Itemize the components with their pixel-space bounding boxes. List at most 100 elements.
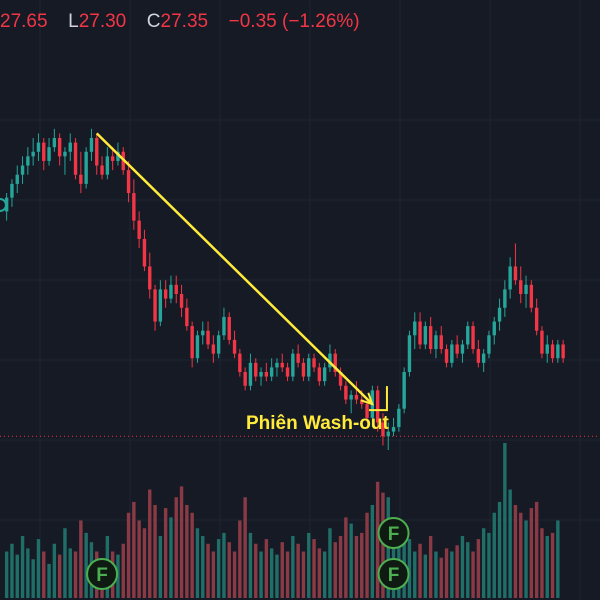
candle	[524, 284, 528, 294]
candle	[333, 353, 337, 372]
candle	[185, 307, 189, 327]
candle	[519, 280, 523, 294]
candle	[126, 170, 131, 194]
candle	[561, 344, 565, 359]
candle	[444, 349, 449, 363]
trend-end-marker	[368, 386, 388, 412]
candle	[529, 284, 534, 308]
candle	[460, 344, 465, 354]
candle	[487, 335, 491, 354]
volume-bar	[84, 532, 88, 598]
low-key: L	[68, 11, 79, 32]
candle	[169, 284, 173, 299]
volume-bar	[142, 528, 147, 598]
candle	[73, 142, 78, 175]
candle	[264, 372, 269, 377]
candle	[163, 289, 168, 299]
candle	[20, 165, 25, 175]
event-marker-label: F	[388, 565, 400, 586]
candle	[222, 316, 226, 336]
candle	[381, 422, 385, 437]
candle	[153, 289, 157, 322]
volume-bar	[455, 545, 459, 598]
candle	[105, 156, 110, 175]
candle	[137, 220, 141, 239]
candle	[328, 353, 332, 368]
open-value: 27.65	[0, 11, 48, 32]
candle	[386, 431, 390, 437]
volume-bar	[269, 548, 274, 598]
candle	[402, 372, 406, 409]
candle	[301, 362, 306, 377]
volume-bar	[556, 520, 560, 598]
candle	[100, 165, 104, 175]
candle	[116, 151, 120, 161]
volume-bar	[20, 536, 25, 598]
candle	[47, 147, 51, 161]
candle	[312, 358, 316, 368]
candle	[238, 353, 242, 372]
volume-bar	[216, 539, 221, 598]
volume-bar	[407, 539, 412, 598]
volume-bar	[434, 551, 438, 598]
volume-bar	[201, 536, 205, 598]
volume-bar	[4, 551, 9, 598]
candle	[31, 151, 35, 157]
volume-bar	[312, 539, 316, 598]
candle	[148, 266, 152, 290]
volume-bar	[492, 512, 496, 598]
volume-bar	[413, 551, 417, 598]
volume-bar	[73, 551, 78, 598]
candle	[513, 266, 518, 281]
volume-bar	[163, 508, 168, 598]
volume-bar	[529, 508, 534, 598]
volume-bar	[418, 543, 422, 598]
volume-bar	[428, 536, 433, 598]
volume-bar	[190, 512, 194, 598]
wash-out-label: Phiên Wash-out	[246, 413, 390, 434]
volume-bar	[540, 528, 544, 598]
volume-bar	[174, 497, 178, 598]
volume-bar	[439, 557, 443, 598]
volume-bar	[322, 551, 327, 598]
candle	[63, 151, 67, 157]
volume-bar	[36, 539, 41, 598]
candle	[285, 367, 290, 377]
volume-bar	[47, 563, 51, 598]
candle	[15, 174, 19, 184]
volume-bar	[148, 489, 152, 598]
volume-bar	[333, 542, 337, 598]
volume-bar	[524, 520, 528, 598]
trend-arrow-head	[360, 392, 374, 406]
candle	[52, 138, 57, 148]
candle	[492, 321, 496, 336]
candle	[291, 353, 295, 377]
candle	[269, 367, 274, 377]
volume-bar	[126, 512, 131, 598]
candle	[10, 183, 14, 198]
candle	[42, 142, 46, 161]
volume-bar	[497, 501, 502, 598]
candle	[481, 353, 486, 363]
volume-bar	[280, 542, 284, 598]
volume-bar	[296, 543, 300, 598]
volume-bar	[423, 554, 428, 598]
candle	[259, 372, 263, 377]
volume-bar	[519, 512, 523, 598]
volume-bar	[222, 532, 226, 598]
candle	[216, 335, 221, 354]
volume-bar	[285, 551, 290, 598]
event-marker-label: F	[96, 565, 108, 586]
candle	[36, 142, 41, 152]
event-marker	[377, 517, 410, 549]
candle	[466, 326, 470, 345]
volume-bar	[301, 551, 306, 598]
candle	[471, 326, 475, 350]
volume-bar	[354, 536, 359, 598]
candle	[534, 307, 539, 331]
low-value: 27.30	[78, 11, 127, 32]
candle	[450, 344, 454, 363]
volume-bar	[227, 542, 231, 598]
candle	[322, 367, 327, 382]
